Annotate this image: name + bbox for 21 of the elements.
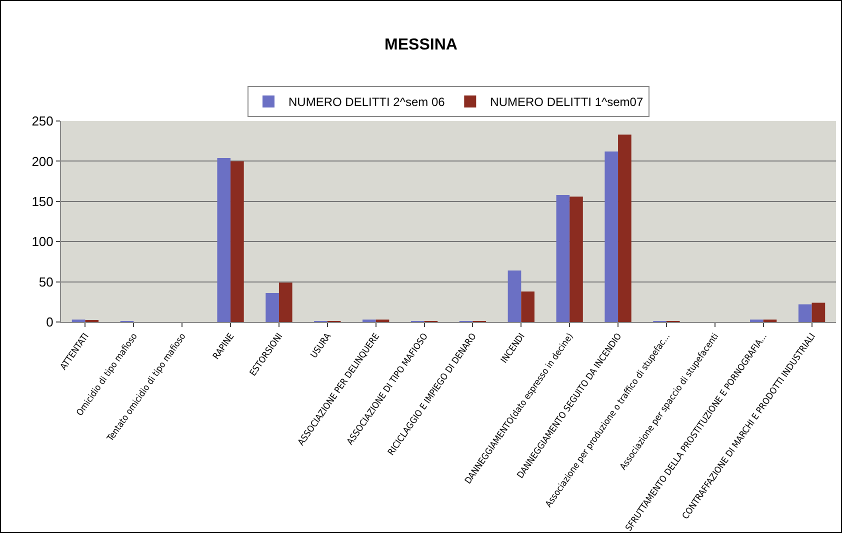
bar xyxy=(508,270,522,322)
bar xyxy=(604,152,618,322)
bar xyxy=(217,158,231,322)
legend-label: NUMERO DELITTI 1^sem07 xyxy=(490,95,644,110)
bar xyxy=(570,196,583,322)
bar xyxy=(278,282,292,322)
bar xyxy=(798,304,812,322)
bar xyxy=(266,293,279,322)
y-tick-label: 150 xyxy=(32,194,54,209)
bar xyxy=(230,161,244,322)
legend-label: NUMERO DELITTI 2^sem 06 xyxy=(288,95,446,110)
y-tick-label: 200 xyxy=(32,154,54,169)
bar xyxy=(618,134,632,322)
y-tick-label: 100 xyxy=(32,234,54,250)
y-tick-label: 250 xyxy=(32,114,54,129)
bar xyxy=(556,194,570,322)
y-tick-label: 50 xyxy=(38,274,54,290)
chart-title: MESSINA xyxy=(384,36,458,54)
bar xyxy=(521,291,534,322)
y-tick-label: 0 xyxy=(46,314,54,330)
bar xyxy=(812,302,826,322)
